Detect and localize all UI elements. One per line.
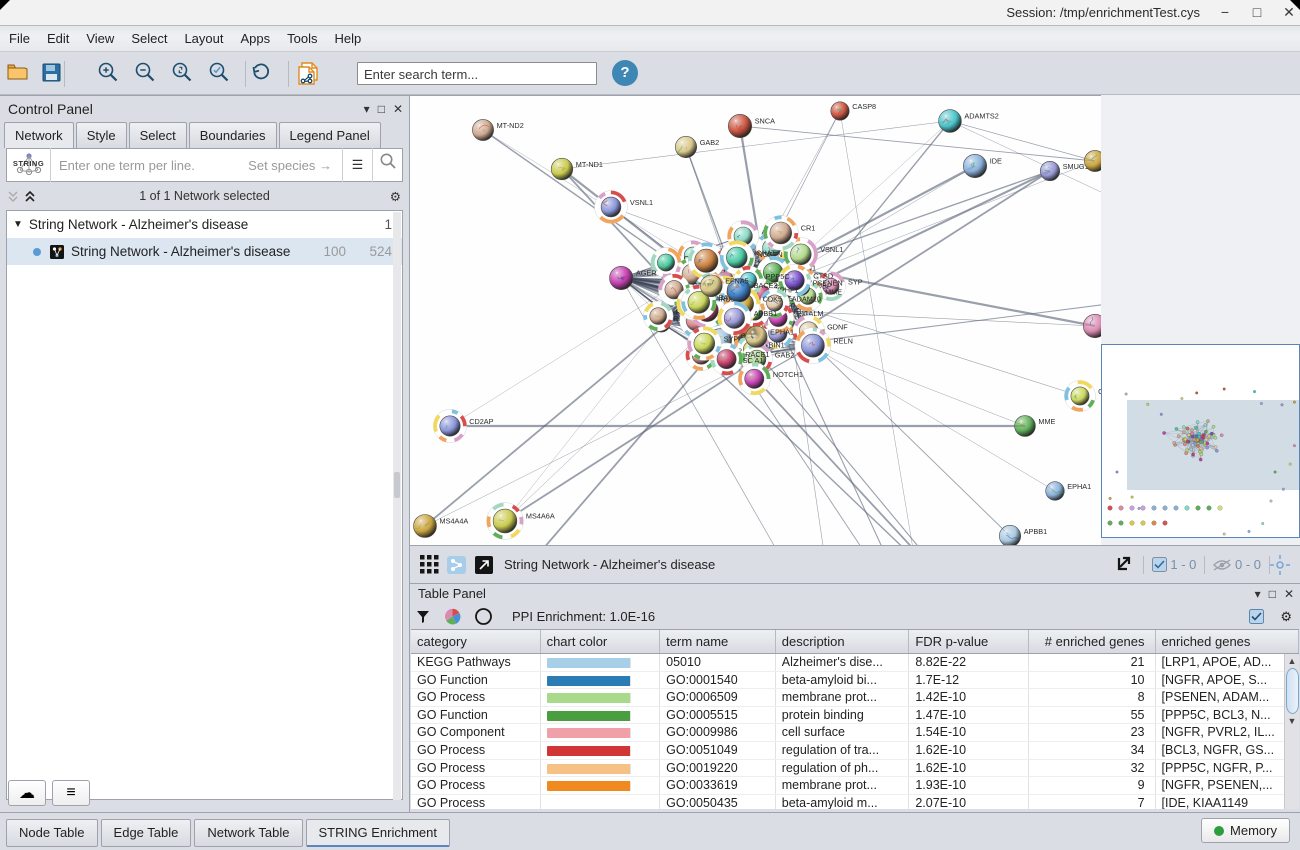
svg-text:AGER: AGER [636,269,657,278]
svg-text:MT-ND2: MT-ND2 [497,121,524,130]
svg-text:MME: MME [825,288,842,297]
svg-text:SYP: SYP [848,278,863,287]
svg-text:EPHA1: EPHA1 [1067,482,1091,491]
svg-text:CHAT: CHAT [756,248,776,257]
svg-text:CD2AP: CD2AP [469,417,493,426]
svg-text:VSNL1: VSNL1 [630,198,653,207]
svg-text:ADAMTS2: ADAMTS2 [964,112,998,121]
svg-text:NOTCH1: NOTCH1 [773,370,803,379]
svg-text:GAB2: GAB2 [700,138,719,147]
svg-text:GDNF: GDNF [827,322,848,331]
svg-text:VSNL1: VSNL1 [820,245,843,254]
svg-text:APBB1: APBB1 [1024,527,1048,536]
svg-text:EPHA1: EPHA1 [770,328,794,337]
svg-text:CR1: CR1 [801,224,816,233]
svg-text:MS4A6A: MS4A6A [526,512,555,521]
svg-text:CASP8: CASP8 [852,102,876,111]
svg-text:BACE2: BACE2 [754,281,778,290]
svg-text:RELN: RELN [833,336,852,345]
svg-text:MT-ND1: MT-ND1 [576,160,603,169]
svg-text:CDK5: CDK5 [763,295,782,304]
svg-text:SYP: SYP [724,334,739,343]
svg-text:IDE: IDE [990,157,1002,166]
svg-text:MS4A4A: MS4A4A [440,517,469,526]
svg-text:SNCA: SNCA [755,117,775,126]
svg-text:BIN1: BIN1 [769,341,785,350]
svg-text:MME: MME [1038,417,1055,426]
svg-text:CTSD: CTSD [813,271,833,280]
svg-text:GPFAP: GPFAP [1098,387,1101,396]
svg-text:EFNA5: EFNA5 [725,277,749,286]
svg-text:GAB2: GAB2 [775,350,794,359]
svg-text:APBB1: APBB1 [754,309,778,318]
svg-text:ADAM10: ADAM10 [792,294,821,303]
svg-text:PPP5C: PPP5C [766,272,790,281]
svg-text:RACE1: RACE1 [745,350,769,359]
